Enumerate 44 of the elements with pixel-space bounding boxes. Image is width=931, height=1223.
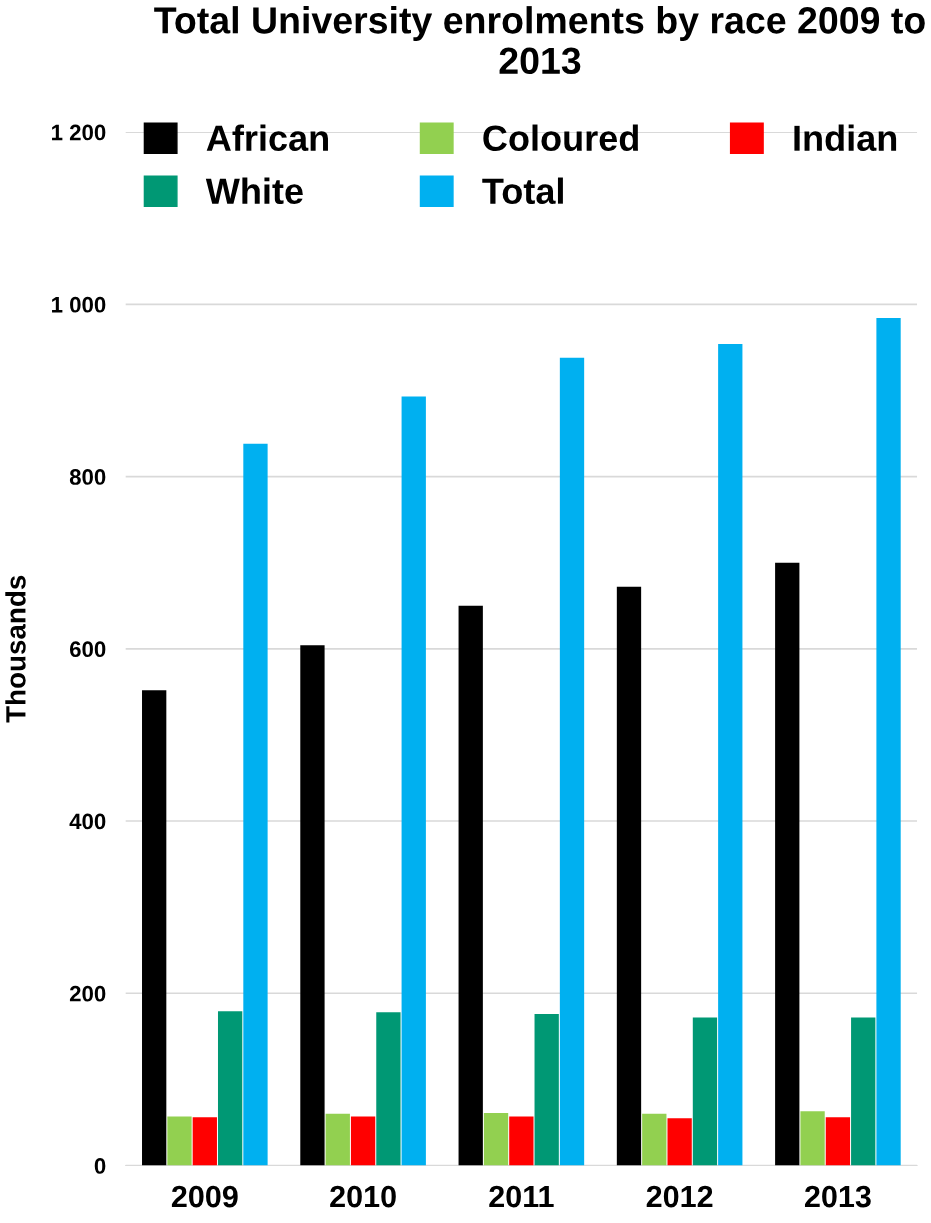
bar bbox=[142, 690, 167, 1166]
legend-label: Total bbox=[482, 177, 563, 205]
bar bbox=[642, 1113, 667, 1166]
bar bbox=[718, 343, 743, 1166]
y-tick-label: 600 bbox=[69, 641, 106, 658]
bar bbox=[300, 645, 325, 1166]
x-tick-label: 2010 bbox=[330, 1185, 396, 1208]
y-tick-label: 800 bbox=[69, 469, 106, 485]
bar bbox=[692, 1017, 718, 1166]
bar bbox=[192, 1117, 217, 1166]
bar bbox=[800, 1111, 825, 1166]
x-tick-label: 2012 bbox=[646, 1185, 713, 1208]
legend-label: African bbox=[206, 124, 328, 152]
bar bbox=[667, 1118, 692, 1166]
bar bbox=[509, 1116, 534, 1166]
bar bbox=[616, 586, 642, 1166]
bar bbox=[534, 1013, 559, 1166]
y-tick-label: 0 bbox=[94, 1158, 106, 1174]
bar bbox=[483, 1112, 509, 1166]
bar bbox=[775, 562, 800, 1166]
bar bbox=[350, 1116, 376, 1166]
y-tick-label: 200 bbox=[69, 985, 106, 1002]
y-tick-label: 1 200 bbox=[52, 124, 106, 141]
bar bbox=[559, 357, 585, 1166]
bar bbox=[851, 1017, 876, 1166]
bar bbox=[376, 1012, 401, 1166]
y-tick-label: 400 bbox=[69, 813, 106, 830]
bar bbox=[217, 1011, 243, 1166]
x-tick-label: 2009 bbox=[171, 1185, 238, 1208]
bar bbox=[876, 318, 901, 1166]
x-tick-label: 2011 bbox=[489, 1185, 554, 1208]
bar bbox=[243, 443, 268, 1166]
bar bbox=[401, 396, 426, 1166]
chart-title: Total University enrolments by race 2009 to 2013 bbox=[154, 6, 925, 75]
legend-label: Coloured bbox=[483, 124, 638, 152]
x-tick-label: 2013 bbox=[804, 1185, 871, 1208]
bar bbox=[825, 1117, 851, 1166]
y-axis-title: Thousands bbox=[5, 575, 26, 723]
bar bbox=[458, 605, 483, 1166]
legend-label: White bbox=[205, 177, 303, 205]
bar bbox=[325, 1113, 350, 1166]
y-tick-label: 1 000 bbox=[52, 296, 106, 313]
bar bbox=[167, 1116, 192, 1166]
legend-label: Indian bbox=[794, 124, 897, 152]
